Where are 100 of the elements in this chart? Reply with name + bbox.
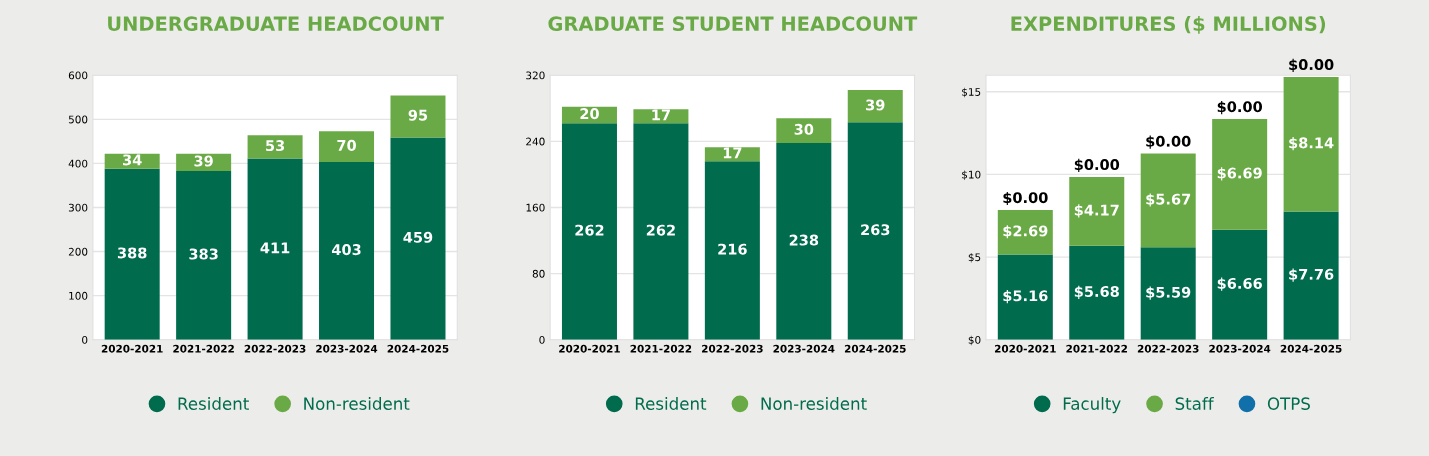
x-tick-label: 2022-2023: [1137, 344, 1199, 353]
x-tick-label: 2020-2021: [559, 344, 620, 353]
x-tick-label: 2023-2024: [1209, 344, 1271, 353]
x-tick-label: 2022-2023: [244, 344, 306, 353]
y-tick-label: 0: [82, 335, 88, 344]
data-label: 17: [652, 109, 670, 121]
y-tick-label: $0: [968, 335, 981, 346]
data-label: 262: [646, 224, 675, 236]
data-label: 459: [403, 231, 433, 243]
bar: [1283, 211, 1339, 340]
y-tick-label: $10: [962, 170, 981, 180]
bar: [776, 118, 832, 144]
bar: [847, 90, 903, 123]
data-label: 34: [123, 154, 142, 166]
x-tick-label: 2021-2022: [1066, 344, 1128, 353]
bar: [1283, 76, 1339, 212]
x-tick-label: 2024-2025: [387, 344, 449, 353]
data-label: $5.67: [1146, 193, 1191, 207]
bar: [319, 162, 375, 340]
x-tick-label: 2024-2025: [844, 344, 906, 353]
chart-title: EXPENDITURES ($ MILLIONS): [1011, 16, 1326, 34]
bar: [1212, 119, 1268, 230]
bar: [390, 95, 446, 138]
data-label: 216: [718, 243, 747, 255]
bar: [997, 209, 1053, 255]
legend-label: OTPS: [1267, 397, 1310, 410]
x-tick-label: 2022-2023: [702, 344, 763, 353]
bar: [1069, 176, 1125, 246]
bar: [1140, 247, 1196, 340]
y-tick-label: 500: [68, 115, 88, 124]
bar: [104, 168, 160, 340]
data-label: $5.59: [1146, 286, 1191, 300]
y-tick-label: 80: [532, 269, 545, 278]
data-label: 388: [117, 247, 147, 259]
bar: [247, 158, 303, 340]
bar: [247, 135, 303, 159]
data-label: $2.69: [1003, 225, 1048, 239]
data-label: 383: [189, 248, 218, 260]
y-tick-label: 320: [526, 71, 545, 80]
data-label: 238: [789, 234, 819, 246]
data-label: $7.76: [1289, 268, 1334, 282]
bar: [776, 143, 832, 340]
data-label: $5.68: [1074, 285, 1119, 299]
bar: [561, 123, 617, 340]
bar: [704, 161, 760, 340]
bar: [1140, 153, 1196, 248]
legend-label: Non-resident: [761, 397, 867, 410]
x-tick-label: 2020-2021: [994, 344, 1056, 353]
data-label: $6.69: [1217, 167, 1262, 181]
data-label: $8.14: [1289, 137, 1334, 151]
legend-label: Faculty: [1063, 397, 1121, 414]
y-tick-label: 240: [526, 137, 545, 146]
data-label: 30: [794, 123, 814, 135]
bar: [633, 123, 689, 340]
data-label: 39: [194, 155, 213, 167]
data-label: 411: [260, 242, 290, 254]
bar: [1069, 245, 1125, 340]
bar: [319, 131, 375, 163]
data-label: 53: [266, 140, 285, 152]
bar: [176, 170, 232, 340]
data-label: $6.66: [1217, 277, 1262, 291]
data-label: 403: [331, 244, 361, 256]
data-label: 17: [723, 147, 742, 159]
data-label: 95: [408, 109, 428, 121]
y-tick-label: $15: [962, 87, 981, 98]
y-tick-label: 0: [539, 335, 545, 344]
chart-title: GRADUATE STUDENT HEADCOUNT: [548, 16, 918, 32]
data-label: $0.00: [1003, 191, 1048, 206]
legend-label: Resident: [178, 397, 249, 410]
x-tick-label: 2021-2022: [173, 344, 234, 353]
y-tick-label: 100: [69, 291, 88, 300]
data-label: $0.00: [1289, 58, 1334, 73]
data-label: 39: [866, 99, 885, 111]
bar: [997, 254, 1053, 340]
x-tick-label: 2021-2022: [630, 344, 692, 353]
y-tick-label: $5: [968, 253, 981, 263]
y-tick-label: 160: [526, 203, 545, 212]
x-tick-label: 2023-2024: [316, 344, 378, 353]
data-label: $5.16: [1003, 290, 1048, 304]
data-label: 70: [337, 139, 356, 151]
legend-label: Non-resident: [304, 397, 410, 410]
bar: [633, 109, 689, 124]
x-tick-label: 2023-2024: [773, 344, 835, 353]
data-label: $0.00: [1074, 158, 1120, 173]
y-tick-label: 200: [68, 247, 88, 256]
chart-title: UNDERGRADUATE HEADCOUNT: [108, 16, 444, 32]
data-label: 262: [575, 224, 604, 236]
y-tick-label: 600: [68, 71, 88, 80]
data-label: $0.00: [1146, 135, 1191, 149]
bar: [847, 122, 903, 340]
y-tick-label: 300: [68, 203, 88, 212]
x-tick-label: 2020-2021: [101, 344, 163, 353]
bar: [390, 137, 446, 340]
legend-label: Staff: [1175, 397, 1214, 410]
data-label: $0.00: [1217, 100, 1263, 115]
data-label: $4.17: [1074, 204, 1119, 218]
data-label: 20: [580, 108, 599, 120]
legend-label: Resident: [635, 397, 707, 410]
bar: [1212, 229, 1268, 340]
y-tick-label: 400: [68, 159, 88, 168]
